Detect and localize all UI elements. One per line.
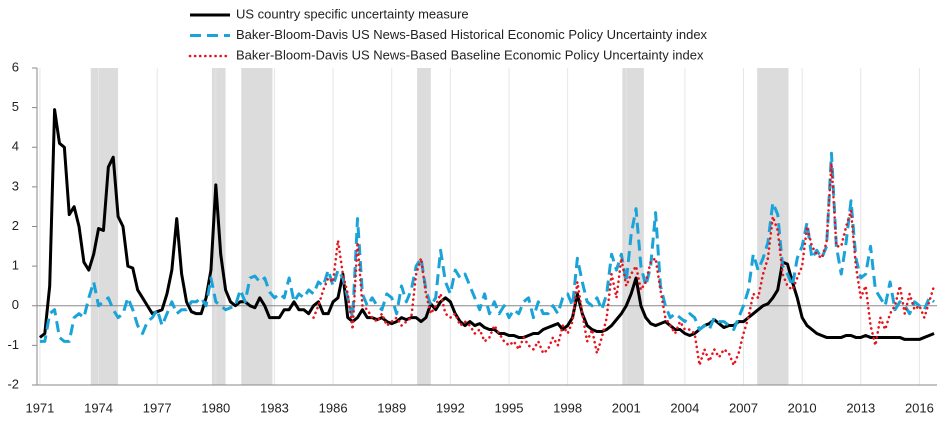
x-tick-label: 1974: [84, 400, 113, 415]
x-tick-label: 1998: [553, 400, 582, 415]
x-tick-label: 2010: [788, 400, 817, 415]
y-tick-label: -2: [7, 376, 19, 391]
legend-label: US country specific uncertainty measure: [236, 6, 469, 21]
series-line: [38, 108, 935, 341]
y-tick-label: 1: [12, 258, 19, 273]
x-tick-label: 2001: [612, 400, 641, 415]
recession-shade: [417, 68, 431, 385]
x-tick-label: 2016: [905, 400, 934, 415]
x-tick-label: 1989: [377, 400, 406, 415]
y-tick-label: -1: [7, 337, 19, 352]
y-tick-label: 2: [12, 218, 19, 233]
y-tick-label: 6: [12, 59, 19, 74]
recession-shade: [757, 68, 789, 385]
x-tick-label: 2013: [846, 400, 875, 415]
legend-label: Baker-Bloom-Davis US News-Based Historic…: [236, 27, 708, 42]
y-tick-label: 4: [12, 139, 19, 154]
y-tick-label: 3: [12, 178, 19, 193]
y-tick-label: 0: [12, 297, 19, 312]
x-tick-label: 1992: [436, 400, 465, 415]
x-tick-label: 1995: [495, 400, 524, 415]
x-tick-label: 1983: [260, 400, 289, 415]
legend-label: Baker-Bloom-Davis US News-Based Baseline…: [236, 47, 704, 62]
y-tick-label: 5: [12, 99, 19, 114]
x-tick-label: 1977: [143, 400, 172, 415]
recession-shade: [241, 68, 273, 385]
x-tick-label: 2004: [670, 400, 699, 415]
x-tick-label: 2007: [729, 400, 758, 415]
x-tick-label: 1971: [25, 400, 54, 415]
x-tick-label: 1980: [201, 400, 230, 415]
x-tick-label: 1986: [319, 400, 348, 415]
